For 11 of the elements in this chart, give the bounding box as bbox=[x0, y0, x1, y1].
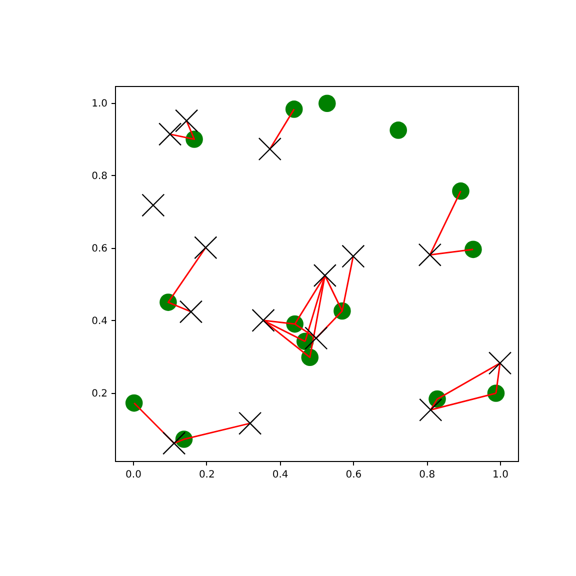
x-tick-label: 0.2 bbox=[198, 470, 215, 480]
x-tick-label: 0.8 bbox=[419, 470, 436, 480]
y-tick-label: 0.2 bbox=[92, 388, 108, 400]
y-tick-label: 0.8 bbox=[92, 170, 108, 182]
x-tick-label: 0.0 bbox=[126, 470, 142, 480]
x-tick-label: 0.6 bbox=[346, 470, 362, 480]
x-tick-label: 0.4 bbox=[272, 470, 288, 480]
y-tick-label: 0.6 bbox=[92, 243, 108, 254]
y-tick-label: 0.4 bbox=[92, 316, 108, 327]
x-tick-label: 1.0 bbox=[492, 470, 508, 480]
y-tick-label: 1.0 bbox=[92, 98, 108, 110]
